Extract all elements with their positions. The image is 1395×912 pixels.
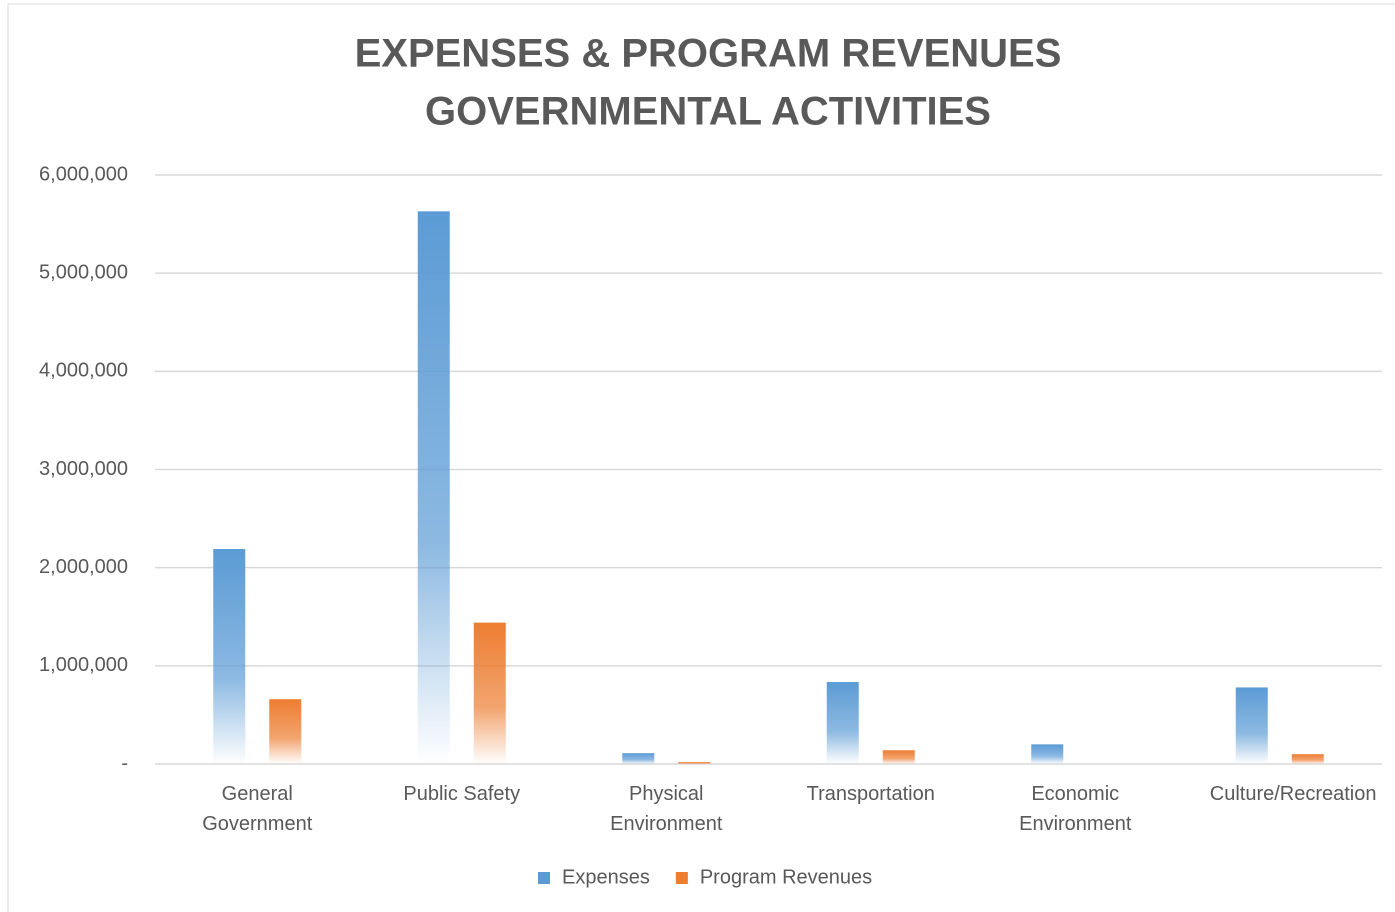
chart-title: EXPENSES & PROGRAM REVENUES [355, 32, 1062, 76]
legend-swatch [675, 872, 688, 884]
y-tick-label: - [121, 752, 128, 774]
bar [417, 211, 450, 765]
bar [1291, 754, 1324, 764]
x-tick-label: Culture/Recreation [1209, 783, 1377, 805]
x-tick-label: Economic Environment [1019, 783, 1132, 835]
legend-swatch [538, 872, 550, 884]
legend-label: Program Revenues [700, 866, 872, 888]
chart-subtitle: GOVERNMENTAL ACTIVITIES [425, 90, 991, 134]
x-tick-label: Public Safety [403, 783, 521, 805]
bar [1235, 687, 1268, 764]
bar [1031, 744, 1064, 764]
y-tick-label: 2,000,000 [39, 556, 128, 578]
bar [213, 549, 246, 764]
bar [826, 682, 859, 764]
y-tick-label: 1,000,000 [39, 654, 128, 676]
y-tick-label: 5,000,000 [39, 261, 128, 283]
x-tick-label: General Government [202, 783, 313, 835]
bar [473, 622, 506, 764]
legend-label: Expenses [562, 866, 650, 888]
y-tick-label: 3,000,000 [39, 458, 128, 480]
bar [882, 750, 915, 764]
bar [269, 699, 302, 764]
bar [622, 753, 655, 764]
y-tick-label: 6,000,000 [39, 163, 128, 185]
x-tick-label: Transportation [806, 783, 935, 805]
bar [678, 762, 711, 764]
y-tick-label: 4,000,000 [39, 360, 128, 382]
chart-frame [7, 3, 1395, 912]
x-tick-label: Physical Environment [610, 783, 723, 835]
